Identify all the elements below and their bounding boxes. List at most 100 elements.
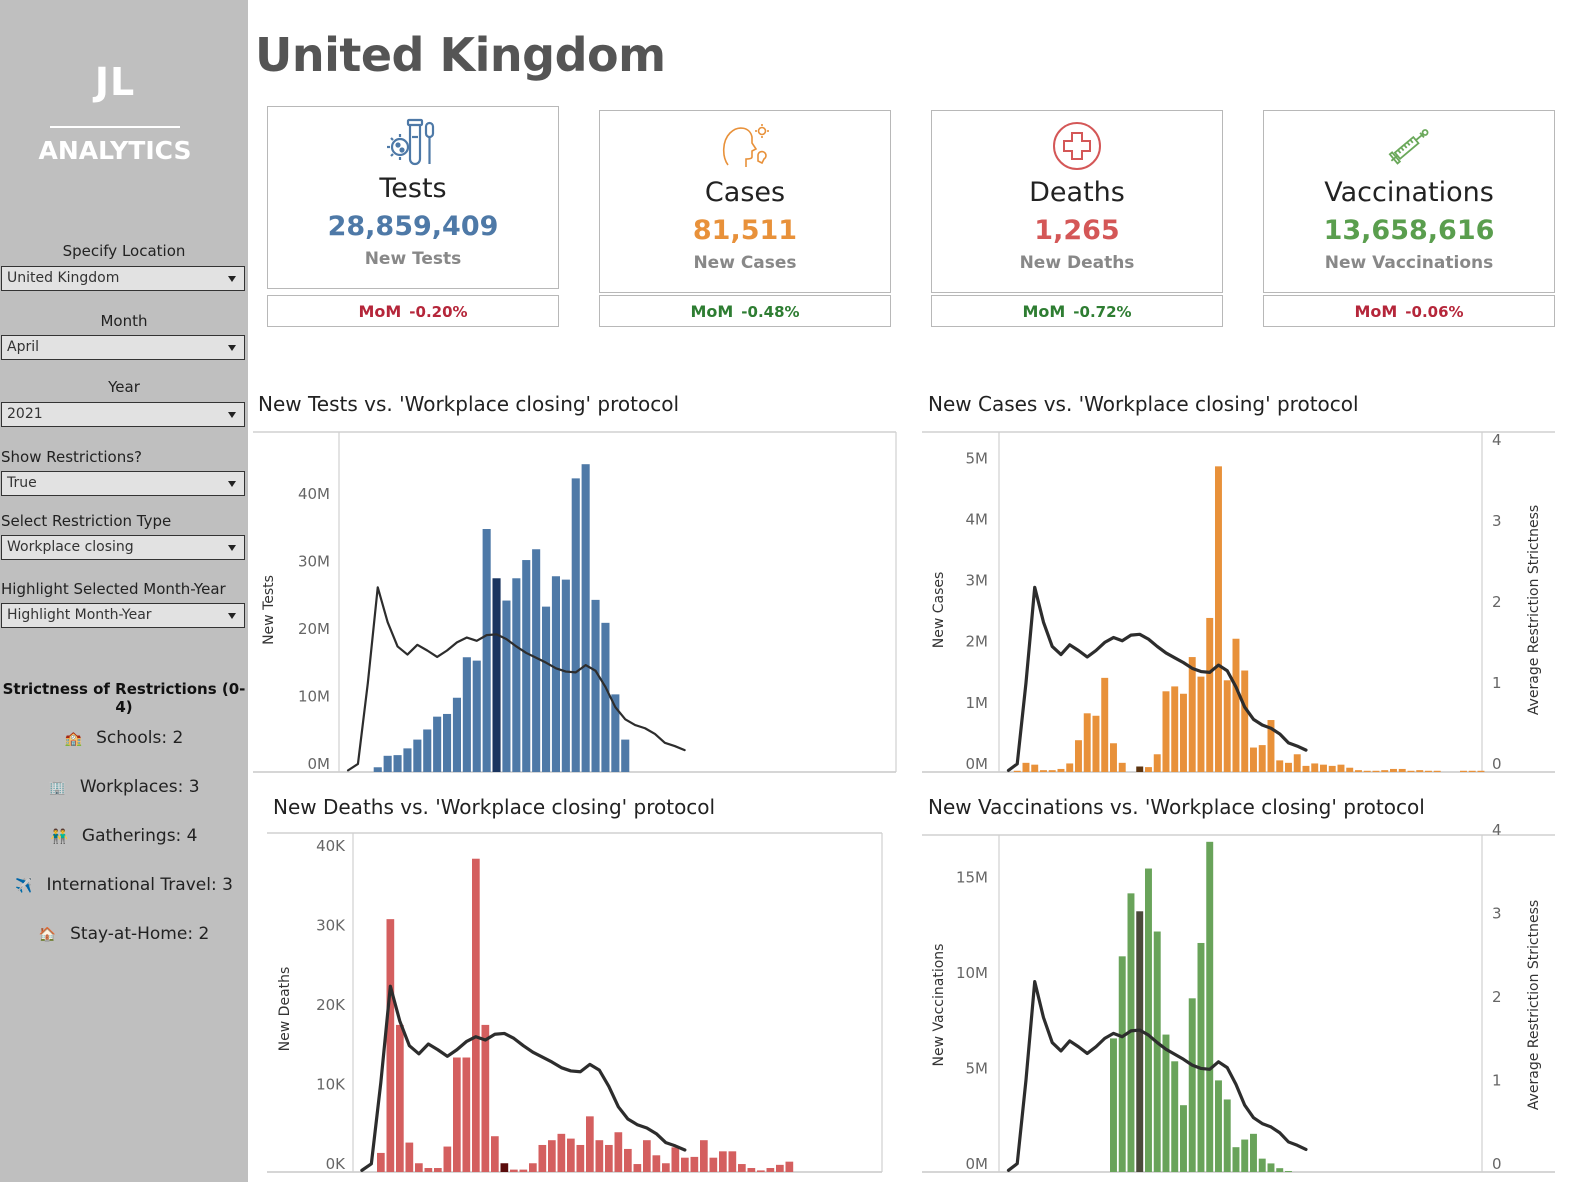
chevron-down-icon	[228, 481, 236, 487]
kpi-name: Vaccinations	[1324, 177, 1494, 208]
medical-cross-icon	[932, 121, 1222, 171]
cases-bar	[1066, 763, 1074, 772]
deaths-bar	[747, 1168, 756, 1172]
vaccinations-y-tick-label: 15M	[956, 869, 988, 887]
deaths-bar	[538, 1144, 547, 1172]
deaths-bar	[700, 1140, 708, 1172]
location-label: Specify Location	[62, 242, 186, 260]
cases-y2-axis-title: Average Restriction Strictness	[1526, 505, 1542, 715]
deaths-bar	[500, 1163, 509, 1172]
cases-bar	[1390, 768, 1397, 772]
strictness-label: Gatherings: 4	[81, 826, 198, 846]
deaths-bar	[415, 1163, 423, 1172]
kpi-card-cases: Cases 81,511 New Cases	[599, 110, 891, 293]
show-restrictions-value: True	[7, 475, 37, 491]
tests-bar	[482, 529, 491, 772]
cases-bar	[1057, 768, 1065, 772]
deaths-bar	[633, 1164, 642, 1172]
cases-y-tick-label: 3M	[966, 572, 989, 590]
restriction-type-select[interactable]: Workplace closing	[1, 535, 245, 560]
cases-bar	[1215, 466, 1222, 772]
show-restrictions-select[interactable]: True	[1, 471, 245, 496]
cases-bar	[1232, 638, 1240, 772]
deaths-bar	[738, 1164, 746, 1172]
vaccinations-bar	[1197, 942, 1205, 1172]
tests-bar	[403, 748, 412, 772]
chevron-down-icon	[228, 613, 236, 619]
cases-bar	[1250, 747, 1257, 772]
deaths-bar	[519, 1169, 528, 1172]
deaths-y-tick-label: 40K	[316, 837, 346, 855]
kpi-subtitle: New Vaccinations	[1324, 253, 1494, 273]
cases-bar	[1223, 680, 1231, 772]
vaccinations-bar	[1110, 1038, 1117, 1172]
cases-y2-tick-label: 4	[1492, 431, 1502, 449]
location-select[interactable]: United Kingdom	[1, 266, 245, 291]
mom-value: -0.06%	[1405, 303, 1464, 321]
cases-bar	[1241, 670, 1249, 772]
kpi-value: 28,859,409	[327, 211, 499, 242]
brand-divider	[50, 126, 180, 128]
vaccinations-bar	[1267, 1163, 1275, 1172]
cases-y-tick-label: 5M	[966, 449, 989, 467]
vaccinations-bar	[1145, 868, 1152, 1172]
year-label: Year	[108, 378, 140, 396]
page-title: United Kingdom	[255, 28, 666, 82]
cases-y2-tick-label: 2	[1492, 593, 1502, 611]
vaccinations-y-axis-title: New Vaccinations	[931, 944, 947, 1067]
deaths-bar	[396, 1024, 404, 1172]
strictness-item-international-travel: ✈️ International Travel: 3	[0, 875, 248, 895]
kpi-subtitle: New Cases	[693, 253, 797, 273]
cases-bar	[1267, 720, 1275, 772]
cases-bar	[1171, 686, 1179, 772]
tests-bar	[522, 560, 531, 772]
cases-y-tick-label: 2M	[966, 633, 989, 651]
kpi-value: 13,658,616	[1323, 215, 1495, 246]
deaths-y-tick-label: 30K	[316, 916, 346, 934]
vaccinations-bar	[1250, 1133, 1257, 1172]
kpi-name: Cases	[704, 177, 786, 208]
deaths-bar	[576, 1144, 585, 1172]
year-select[interactable]: 2021	[1, 402, 245, 427]
mom-label: MoM	[1022, 302, 1066, 321]
strictness-label: Schools: 2	[96, 728, 184, 748]
deaths-bar	[757, 1170, 765, 1172]
cases-bar	[1101, 677, 1109, 772]
cases-bar	[1320, 764, 1327, 772]
deaths-bar	[386, 919, 395, 1172]
mom-label: MoM	[690, 302, 734, 321]
mom-badge-vaccinations: MoM -0.06%	[1263, 295, 1555, 327]
cases-bar	[1425, 770, 1432, 772]
vaccinations-y2-tick-label: 3	[1492, 905, 1502, 923]
chart-title-vaccinations: New Vaccinations vs. 'Workplace closing'…	[928, 795, 1425, 819]
vaccinations-bar	[1285, 1171, 1292, 1172]
month-select[interactable]: April	[1, 335, 245, 360]
month-label: Month	[100, 312, 148, 330]
deaths-bar	[728, 1151, 737, 1172]
deaths-bar	[567, 1138, 575, 1172]
kpi-card-tests: Tests 28,859,409 New Tests	[267, 106, 559, 289]
deaths-y-tick-label: 20K	[316, 996, 346, 1014]
brand-logo-initials: JL	[94, 60, 136, 104]
deaths-bar	[681, 1157, 689, 1172]
deaths-bar	[434, 1168, 442, 1172]
tests-bar	[591, 599, 600, 772]
cases-bar	[1363, 770, 1371, 772]
tests-bar	[393, 755, 402, 772]
mom-value: -0.72%	[1073, 303, 1132, 321]
tests-y-tick-label: 20M	[298, 620, 330, 638]
highlight-select[interactable]: Highlight Month-Year	[1, 603, 245, 628]
deaths-bar	[662, 1163, 670, 1172]
location-value: United Kingdom	[7, 270, 120, 286]
mom-value: -0.48%	[741, 303, 800, 321]
cases-bar	[1381, 770, 1389, 772]
tests-bar	[443, 713, 452, 772]
vaccinations-restriction-line	[1006, 980, 1308, 1172]
tests-bar	[601, 622, 610, 772]
deaths-bar	[652, 1155, 661, 1172]
cases-y2-tick-label: 1	[1492, 674, 1502, 692]
tests-bar	[551, 576, 560, 772]
cases-y-tick-label: 4M	[966, 510, 989, 528]
mom-label: MoM	[358, 302, 402, 321]
